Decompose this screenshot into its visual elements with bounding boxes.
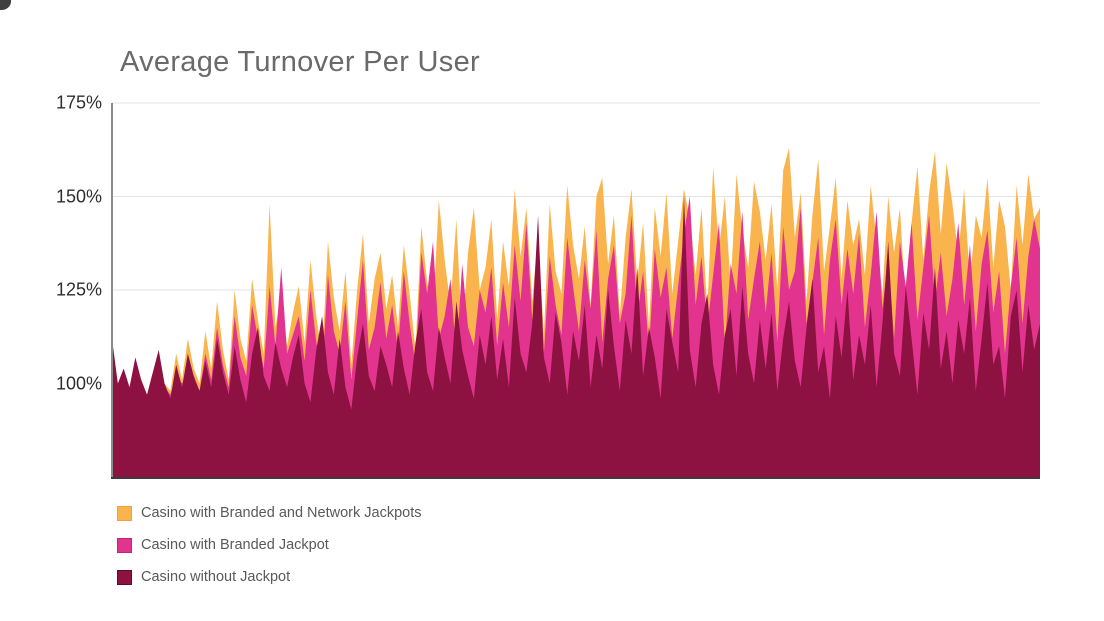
y-axis-tick-label-100%: 100% [55, 373, 102, 393]
chart-legend: Casino with Branded and Network Jackpots… [117, 506, 421, 602]
legend-swatch-yellow [117, 506, 132, 521]
y-axis-tick-label-125%: 125% [55, 279, 102, 300]
legend-label: Casino with Branded Jackpot [141, 537, 329, 553]
legend-label: Casino without Jackpot [141, 569, 291, 585]
chart-title: Average Turnover Per User [120, 46, 480, 79]
legend-item-branded-and-network-jackpots: Casino with Branded and Network Jackpots [117, 506, 421, 521]
y-axis-tick-label-150%: 150% [55, 186, 102, 206]
y-axis-tick-label-175%: 175% [55, 92, 102, 113]
legend-label: Casino with Branded and Network Jackpots [141, 505, 422, 521]
legend-item-branded-jackpot: Casino with Branded Jackpot [117, 538, 421, 553]
legend-swatch-maroon [117, 570, 132, 585]
legend-item-without-jackpot: Casino without Jackpot [117, 570, 421, 585]
legend-swatch-pink [117, 538, 132, 553]
area-series-2 [112, 196, 1040, 477]
screenshot-corner-artifact [0, 0, 11, 10]
